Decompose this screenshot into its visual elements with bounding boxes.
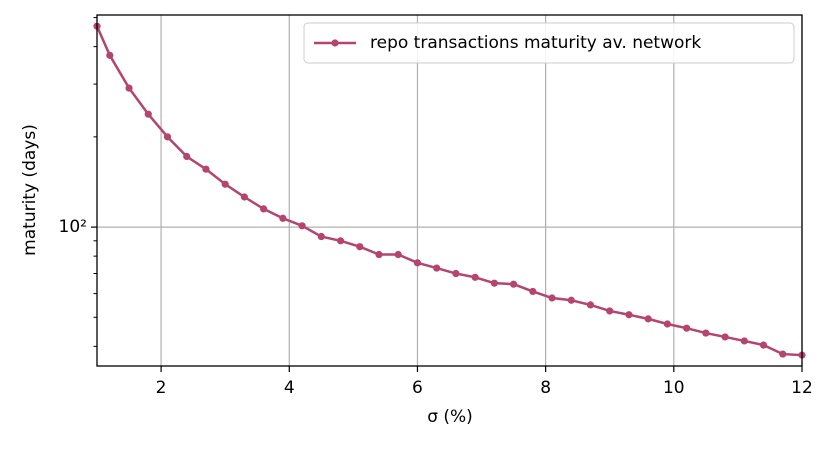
marker [183,152,191,161]
marker [125,84,133,92]
x-tick-label: 2 [156,378,167,398]
marker [606,307,614,315]
marker [721,333,729,341]
marker [509,280,518,288]
marker [144,110,152,118]
marker [586,301,595,309]
marker [221,180,229,188]
marker [260,205,268,213]
x-tick-label: 8 [540,378,551,398]
marker [279,214,287,222]
marker [356,243,364,251]
marker [644,315,652,323]
marker [740,337,748,345]
marker [702,329,710,337]
marker [759,341,768,349]
legend-marker [331,39,339,47]
marker [471,273,479,281]
x-tick-label: 4 [284,378,295,398]
x-tick-label: 12 [791,378,813,398]
marker [548,294,556,302]
legend-box [303,22,795,64]
legend-label: repo transactions maturity av. network [370,33,701,53]
marker [202,165,210,173]
marker [529,287,537,296]
marker [567,296,575,304]
marker [779,350,787,358]
marker [625,311,633,319]
marker [413,259,422,267]
marker [163,133,172,141]
marker [490,279,498,287]
marker [298,222,306,230]
y-axis-label: maturity (days) [20,124,40,256]
marker [106,51,114,59]
y-tick-label: 10² [59,217,87,237]
plot-frame [96,14,803,367]
marker [663,320,672,328]
marker [240,193,249,201]
marker [336,237,345,245]
marker [452,269,460,278]
marker [317,232,325,241]
marker [683,324,691,332]
marker [433,264,441,272]
line [95,25,803,357]
x-tick-label: 10 [663,378,685,398]
x-axis-label: σ (%) [427,407,473,427]
marker [375,250,383,259]
x-tick-label: 6 [412,378,423,398]
marker [394,250,402,259]
